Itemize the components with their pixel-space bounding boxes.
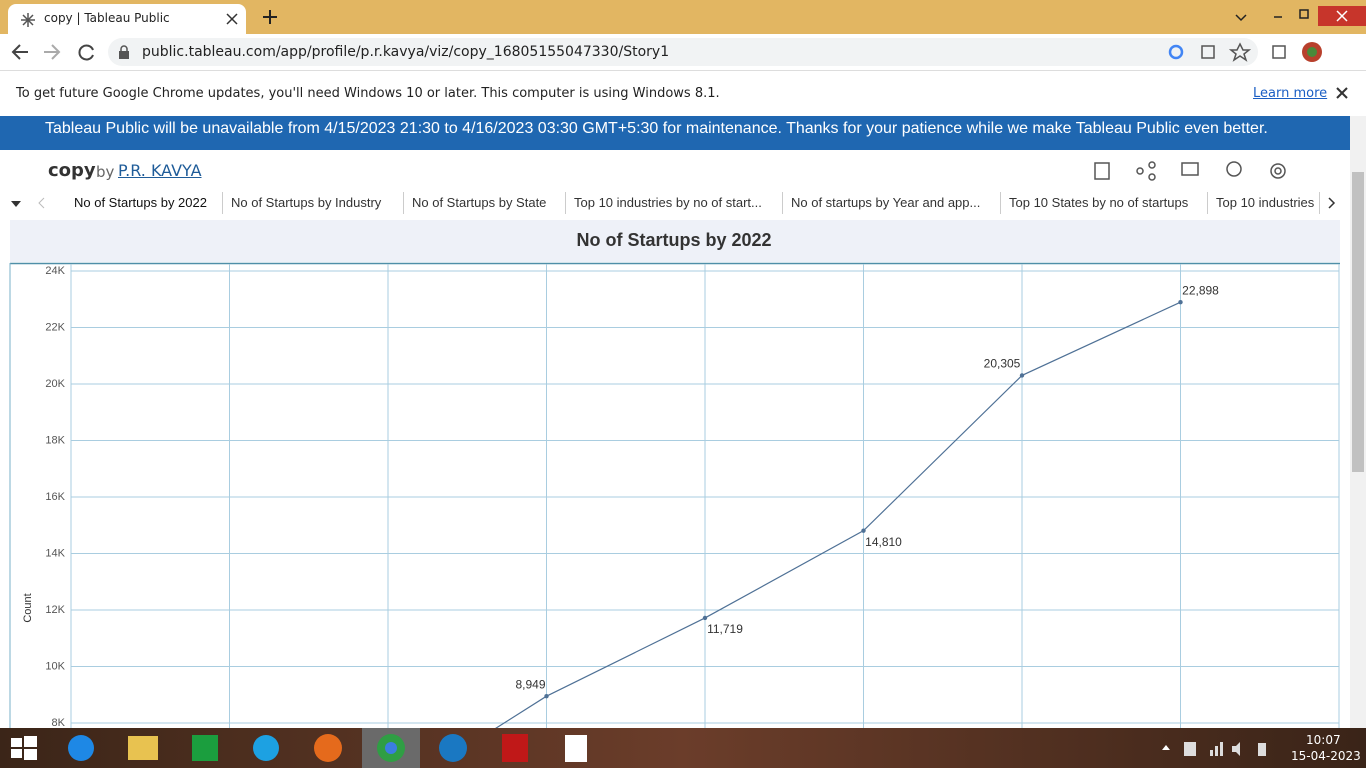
story-nav-right[interactable] bbox=[1320, 192, 1342, 214]
data-point bbox=[861, 528, 866, 533]
learn-more-link[interactable]: Learn more bbox=[1253, 86, 1328, 101]
clock-time: 10:07 bbox=[1306, 733, 1341, 747]
scroll-thumb[interactable] bbox=[1352, 172, 1364, 472]
data-label: 22,898 bbox=[1182, 283, 1219, 297]
data-line bbox=[495, 301, 1181, 728]
chart-title: No of Startups by 2022 bbox=[576, 230, 771, 250]
data-label: 11,719 bbox=[707, 622, 743, 636]
banner-text: Tableau Public will be unavailable from … bbox=[45, 120, 1268, 137]
maintenance-banner: Tableau Public will be unavailable from … bbox=[0, 116, 1350, 150]
title-band bbox=[10, 220, 1340, 262]
y-tick-label: 24K bbox=[45, 265, 65, 277]
data-label: 14,810 bbox=[865, 535, 902, 549]
tab-close[interactable] bbox=[226, 13, 238, 25]
taskbar: 10:07 15-04-2023 bbox=[0, 728, 1366, 768]
chart-background bbox=[10, 220, 1340, 728]
story-tab[interactable]: No of Startups by Industry bbox=[223, 192, 404, 214]
data-point bbox=[1178, 299, 1183, 305]
favicon bbox=[21, 13, 35, 27]
story-tab[interactable]: Top 10 industries bbox=[1208, 192, 1320, 214]
by-text: by bbox=[96, 163, 115, 181]
viz-header: copy by P.R. KAVYA bbox=[0, 150, 1350, 190]
infobar: To get future Google Chrome updates, you… bbox=[0, 71, 1350, 117]
toolbar-icons[interactable] bbox=[1168, 42, 1328, 64]
nav-buttons[interactable] bbox=[10, 42, 100, 62]
author-link[interactable]: P.R. KAVYA bbox=[118, 161, 202, 180]
data-point bbox=[1019, 373, 1025, 378]
chart: No of Startups by 2022 Count 8K 10K 12K 14K 16… bbox=[9, 220, 1340, 728]
browser-tab[interactable]: copy | Tableau Public bbox=[8, 4, 246, 34]
y-tick-label: 14K bbox=[45, 547, 65, 559]
y-tick-label: 12K bbox=[45, 604, 65, 616]
lock bbox=[119, 45, 129, 59]
story-tab[interactable]: No of Startups by 2022 bbox=[66, 192, 223, 214]
y-tick-label: 16K bbox=[45, 491, 65, 503]
omnibox[interactable]: public.tableau.com/app/profile/p.r.kavya… bbox=[108, 38, 1258, 66]
scrollbar[interactable] bbox=[1350, 116, 1366, 728]
data-point bbox=[702, 615, 708, 621]
y-tick-label: 8K bbox=[52, 717, 66, 728]
infobar-message: To get future Google Chrome updates, you… bbox=[16, 86, 720, 101]
story-tab[interactable]: Top 10 States by no of startups bbox=[1001, 192, 1208, 214]
tray-icons[interactable] bbox=[1160, 740, 1275, 758]
new-tab[interactable] bbox=[262, 9, 278, 25]
story-tab[interactable]: No of Startups by State bbox=[404, 192, 566, 214]
y-axis-label: Count bbox=[22, 593, 34, 622]
tab-title: copy | Tableau Public bbox=[44, 11, 170, 25]
data-label: 8,949 bbox=[515, 677, 545, 691]
y-tick-label: 10K bbox=[45, 660, 65, 672]
infobar-close[interactable] bbox=[1336, 87, 1348, 99]
data-point bbox=[544, 694, 549, 699]
story-nav-left[interactable] bbox=[0, 192, 66, 214]
story-tab[interactable]: No of startups by Year and app... bbox=[783, 192, 1001, 214]
url: public.tableau.com/app/profile/p.r.kavya… bbox=[142, 44, 670, 60]
viz-title: copy bbox=[48, 160, 96, 181]
viz-actions[interactable] bbox=[1092, 160, 1292, 182]
y-tick-label: 18K bbox=[45, 434, 65, 446]
window-controls[interactable] bbox=[1230, 6, 1366, 28]
y-tick-label: 22K bbox=[45, 321, 65, 333]
data-label: 20,305 bbox=[984, 357, 1021, 371]
story-tab[interactable]: Top 10 industries by no of start... bbox=[566, 192, 783, 214]
y-tick-label: 20K bbox=[45, 378, 65, 390]
clock-date: 15-04-2023 bbox=[1291, 749, 1361, 763]
taskbar-apps[interactable] bbox=[0, 728, 620, 768]
